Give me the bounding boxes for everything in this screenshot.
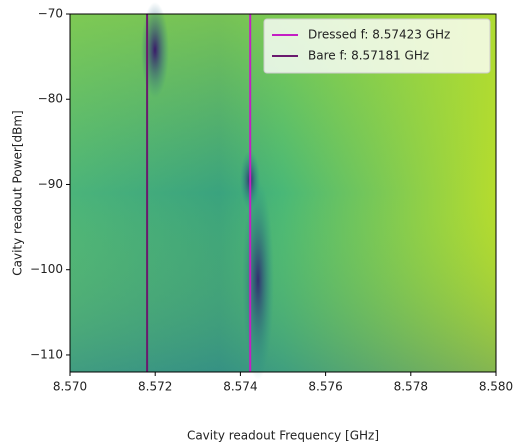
y-tick-label: −80 [38,92,63,106]
x-tick-label: 8.572 [138,380,172,394]
legend-box [263,18,491,74]
legend-label: Bare f: 8.57181 GHz [308,49,429,63]
x-tick-label: 8.574 [223,380,257,394]
y-axis-label: Cavity readout Power[dBm] [11,110,25,275]
y-tick-label: −110 [30,347,63,361]
x-tick-label: 8.580 [479,380,513,394]
x-axis-label: Cavity readout Frequency [GHz] [187,429,379,443]
y-tick-label: −70 [38,7,63,21]
y-tick-label: −100 [30,262,63,276]
x-tick-label: 8.570 [53,380,87,394]
x-tick-label: 8.578 [394,380,428,394]
legend-label: Dressed f: 8.57423 GHz [308,28,450,42]
x-tick-label: 8.576 [308,380,342,394]
y-tick-label: −90 [38,177,63,191]
plot-frame [69,13,497,373]
heatmap [70,2,496,380]
